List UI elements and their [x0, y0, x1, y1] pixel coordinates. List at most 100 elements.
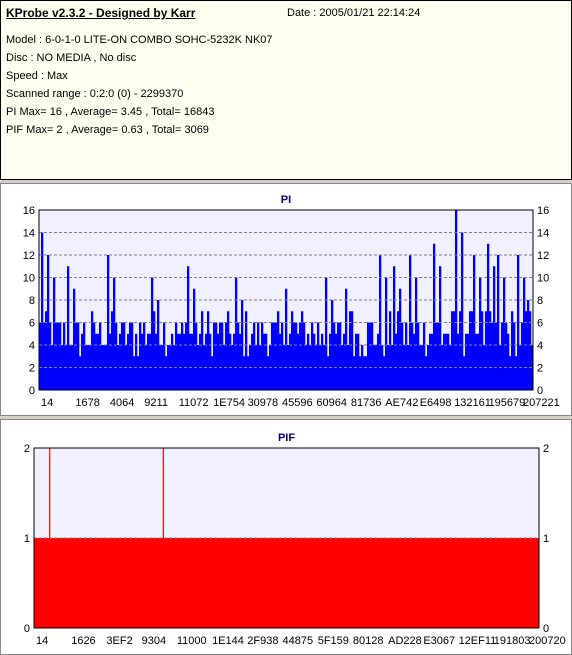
pi-bar [463, 356, 466, 390]
pi-bar [81, 333, 84, 390]
pi-bar [107, 255, 110, 390]
pi-bar [111, 311, 114, 390]
pi-bar [215, 322, 218, 390]
pi-bar [55, 322, 58, 390]
pi-bar [443, 333, 446, 390]
pi-bar [357, 333, 360, 390]
y-tick-label-left: 14 [23, 228, 35, 240]
pi-bar [369, 322, 372, 390]
pi-bar [129, 322, 132, 390]
pi-bar [257, 322, 260, 390]
pi-chart-panel: PI 0 0 2 2 4 4 6 6 8 8 10 10 12 12 14 14 16 16 14 1678 4064 92… [0, 183, 572, 416]
pi-bar [237, 322, 240, 390]
pi-bar [367, 322, 370, 390]
pi-bar [199, 333, 202, 390]
pi-bar [97, 333, 100, 390]
pi-bar [91, 311, 94, 390]
y-tick-label-right: 2 [543, 443, 549, 455]
x-tick-label: 60964 [316, 397, 347, 409]
x-tick-label: 207221 [523, 397, 560, 409]
pif-bar-spike [162, 448, 164, 628]
pi-bar [263, 333, 266, 390]
pi-bar [495, 322, 498, 390]
x-tick-label: 132161 [454, 397, 491, 409]
scan-date: Date : 2005/01/21 22:14:24 [287, 7, 421, 19]
y-tick-label-left: 0 [24, 623, 30, 635]
x-tick-label: 44875 [283, 635, 314, 647]
pi-bar [487, 243, 490, 390]
pi-bar [95, 333, 98, 390]
pif-bar-baseline [34, 538, 539, 628]
x-tick-label: 14 [41, 397, 53, 409]
pi-bar [293, 322, 296, 390]
pi-bar [475, 333, 478, 390]
pi-bar [185, 322, 188, 390]
pi-bar [71, 345, 74, 390]
pi-bar [195, 322, 198, 390]
pi-bar [359, 356, 362, 390]
pi-bar [453, 311, 456, 390]
pi-bar [235, 277, 238, 390]
x-tick-label: 9211 [144, 397, 168, 409]
pi-bar [187, 266, 190, 390]
pi-bar [497, 255, 500, 390]
pi-bar [411, 322, 414, 390]
pi-bar [205, 333, 208, 390]
pi-bar [123, 322, 126, 390]
pi-bar [531, 345, 534, 390]
pi-bar [171, 333, 174, 390]
y-tick-label-right: 12 [537, 250, 549, 262]
pi-bar [387, 345, 390, 390]
pi-bar [243, 356, 246, 390]
disc-line: Disc : NO MEDIA , No disc [6, 52, 137, 64]
pi-bar [177, 333, 180, 390]
pi-bar [425, 356, 428, 390]
pi-bar [267, 356, 270, 390]
pi-bar [363, 356, 366, 390]
pi-bar [143, 322, 146, 390]
pi-bar [423, 322, 426, 390]
pi-bar [525, 311, 528, 390]
pi-bar [115, 322, 118, 390]
pi-bar [415, 277, 418, 390]
pi-bar [83, 322, 86, 390]
pi-bar [149, 333, 152, 390]
x-tick-label: E3067 [423, 635, 455, 647]
pi-bar [131, 322, 134, 390]
pi-bar [491, 322, 494, 390]
pi-bar [139, 322, 142, 390]
x-tick-label: 30978 [248, 397, 279, 409]
pi-bar [227, 311, 230, 390]
pi-bar [341, 345, 344, 390]
y-tick-label-right: 16 [537, 205, 549, 217]
pi-bar [339, 322, 342, 390]
info-panel: KProbe v2.3.2 - Designed by Karr Date : … [0, 0, 572, 180]
pi-bar [399, 288, 402, 390]
pi-bar [421, 345, 424, 390]
speed-line: Speed : Max [6, 70, 68, 82]
pi-bar [393, 266, 396, 390]
y-tick-label-right: 1 [543, 533, 549, 545]
y-tick-label-left: 1 [24, 533, 30, 545]
pi-bar [521, 322, 524, 390]
pi-bar [219, 322, 222, 390]
pi-bar [161, 345, 164, 390]
y-tick-label-right: 2 [537, 363, 543, 375]
pi-bar [361, 345, 364, 390]
pi-bar [389, 311, 392, 390]
pi-bar [233, 333, 236, 390]
y-tick-label-left: 6 [29, 318, 35, 330]
pi-bar [217, 333, 220, 390]
pi-bar [515, 356, 518, 390]
x-tick-label: 195679 [489, 397, 526, 409]
pi-bar [407, 345, 410, 390]
pi-bar [61, 345, 64, 390]
pi-bar [457, 333, 460, 390]
pi-bar [527, 300, 530, 390]
pi-bar [209, 333, 212, 390]
pi-bar [435, 322, 438, 390]
pi-bar [333, 322, 336, 390]
pi-bar [353, 356, 356, 390]
chart-title: PI [281, 194, 291, 206]
pi-bar [501, 322, 504, 390]
